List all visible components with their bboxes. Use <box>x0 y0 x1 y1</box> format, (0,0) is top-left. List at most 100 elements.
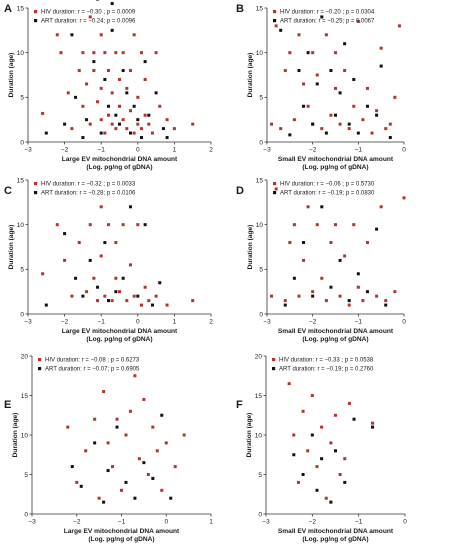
hiv-point <box>92 51 96 55</box>
x-tick-label: 0 <box>164 519 168 526</box>
art-point <box>302 241 306 245</box>
hiv-point <box>158 104 162 108</box>
legend-marker <box>38 358 42 362</box>
hiv-point <box>128 109 132 113</box>
art-point <box>288 133 292 137</box>
hiv-point <box>320 425 324 429</box>
hiv-point <box>370 131 374 135</box>
hiv-point <box>297 33 301 37</box>
legend-marker <box>38 367 42 371</box>
hiv-point <box>114 276 118 280</box>
legend-entry-hiv: HIV duration: r = −0.20 ; p = 0.0304 <box>273 9 375 15</box>
hiv-point <box>137 457 141 461</box>
hiv-point <box>96 299 100 303</box>
legend-entry-hiv: HIV duration: r = −0.08 ; p = 0.6273 <box>38 357 140 363</box>
hiv-point <box>191 299 195 303</box>
art-point <box>114 113 118 117</box>
x-tick-label: 0 <box>402 147 406 154</box>
hiv-point <box>110 122 114 126</box>
x-tick-label: −1 <box>97 147 105 154</box>
legend-text: HIV duration: r = −0.32 ; p = 0.0033 <box>41 181 136 187</box>
x-tick-label: −3 <box>263 319 271 326</box>
art-point <box>128 205 132 209</box>
hiv-point <box>107 223 111 227</box>
hiv-point <box>324 496 328 500</box>
x-tick-label: −2 <box>73 519 81 526</box>
hiv-point <box>270 122 274 126</box>
y-tick-label: 15 <box>17 177 25 184</box>
legend-text: ART duration: r = −0.24; p = 0.0096 <box>41 18 136 24</box>
x-tick-label: −1 <box>355 519 363 526</box>
hiv-point <box>371 421 375 425</box>
hiv-point <box>139 51 143 55</box>
x-tick-label: −1 <box>97 319 105 326</box>
legend-entry-hiv: HIV duration: r = −0.06 ; p = 0.5730 <box>273 181 375 187</box>
hiv-point <box>128 409 132 413</box>
art-point <box>338 91 342 95</box>
art-point <box>343 42 347 46</box>
x-tick-label: −1 <box>118 519 126 526</box>
hiv-point <box>106 441 110 445</box>
art-point <box>118 122 121 126</box>
art-point <box>92 60 96 64</box>
x-tick-label: −3 <box>24 319 32 326</box>
scatter-panel-f: F −3 −2 −1 0 0 5 10 15 20 Small EV mitochondrial D… <box>236 353 407 543</box>
art-point <box>136 118 140 122</box>
x-tick-label: −3 <box>24 147 32 154</box>
panel-letter: B <box>236 3 244 15</box>
hiv-point <box>306 104 310 108</box>
hiv-point <box>125 299 129 303</box>
x-tick-label: −2 <box>309 147 317 154</box>
hiv-point <box>121 223 125 227</box>
legend-entry-hiv: HIV duration: r = −0.33 ; p = 0.0538 <box>272 357 374 363</box>
hiv-point <box>384 127 388 131</box>
art-point <box>297 69 301 73</box>
x-tick-label: 2 <box>209 147 213 154</box>
art-point <box>375 113 379 117</box>
hiv-point <box>329 113 333 117</box>
hiv-point <box>84 449 88 453</box>
hiv-point <box>292 223 296 227</box>
hiv-point <box>99 254 103 258</box>
art-point <box>150 303 154 307</box>
y-tick-label: 10 <box>17 222 25 229</box>
y-axis-label: Duration (age) <box>12 413 19 458</box>
legend-marker <box>272 358 276 362</box>
art-point <box>306 51 310 55</box>
hiv-point <box>292 118 296 122</box>
y-tick-label: 5 <box>259 95 263 102</box>
hiv-point <box>110 299 114 303</box>
panel-letter: F <box>236 399 243 411</box>
art-point <box>125 91 129 95</box>
hiv-point <box>388 122 392 126</box>
hiv-point <box>85 82 89 86</box>
art-point <box>133 496 137 500</box>
art-point <box>169 496 173 500</box>
hiv-point <box>59 51 63 55</box>
art-point <box>158 281 162 285</box>
x-axis-units: (Log. pg/ng of gDNA) <box>302 336 368 343</box>
hiv-point <box>283 299 287 303</box>
hiv-point <box>306 205 310 209</box>
hiv-point <box>143 285 147 289</box>
legend-marker <box>273 19 277 23</box>
art-point <box>320 15 324 19</box>
hiv-point <box>115 417 119 421</box>
y-axis-label: Duration (age) <box>246 413 253 458</box>
art-point <box>388 136 392 140</box>
panel-letter: C <box>4 185 12 197</box>
hiv-point <box>41 272 45 276</box>
art-point <box>107 299 111 303</box>
hiv-point <box>85 290 89 294</box>
art-point <box>365 290 369 294</box>
hiv-point <box>343 457 347 461</box>
art-point <box>311 294 315 298</box>
hiv-point <box>103 294 107 298</box>
art-point <box>329 500 333 504</box>
hiv-point <box>173 465 177 469</box>
hiv-point <box>379 205 383 209</box>
x-tick-label: −2 <box>309 519 317 526</box>
hiv-point <box>329 441 333 445</box>
y-tick-label: 5 <box>20 267 24 274</box>
